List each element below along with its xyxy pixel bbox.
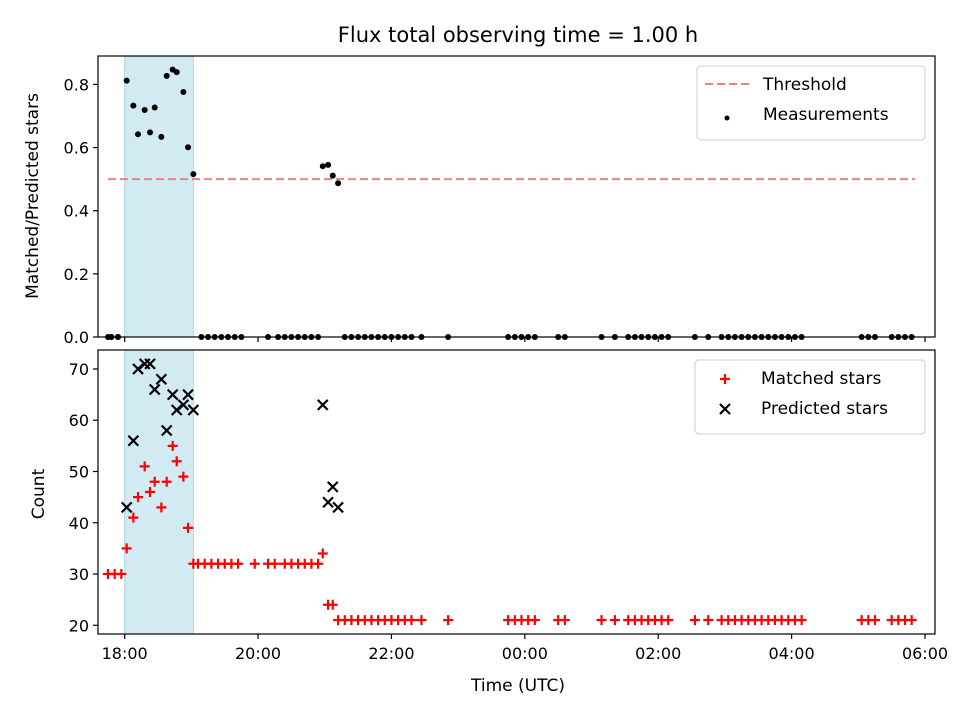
x-tick-label: 22:00: [368, 644, 414, 663]
data-point-predicted: [182, 388, 194, 401]
data-point-predicted: [326, 481, 339, 493]
data-point: [173, 69, 180, 76]
legend-box: [696, 65, 926, 141]
y-tick-label: 0.4: [64, 202, 89, 221]
axes-frame: [97, 349, 936, 635]
data-point-matched: [869, 615, 880, 626]
data-point: [135, 131, 142, 138]
x-tick-label: 20:00: [235, 644, 281, 663]
data-point-matched: [178, 471, 189, 482]
data-point: [180, 88, 187, 95]
data-point: [123, 77, 130, 84]
data-point: [158, 133, 165, 140]
data-point: [141, 106, 148, 113]
data-point-matched: [559, 615, 570, 626]
bottom-panel: 20 30 40 50 60 70 18:00 20:00 22:00 00:00 02:00 04:…: [69, 349, 948, 663]
data-point-matched: [663, 615, 674, 626]
data-point-predicted: [160, 424, 173, 437]
data-point-matched: [416, 615, 427, 626]
data-point-matched: [171, 456, 182, 467]
data-point-matched: [249, 558, 260, 569]
data-point: [335, 180, 342, 187]
legend-label: Threshold: [762, 75, 847, 95]
data-point-matched: [269, 558, 280, 569]
data-point-matched: [906, 615, 917, 626]
chart-title: Flux total observing time = 1.00 h: [338, 23, 698, 47]
x-tick-label: 06:00: [902, 644, 948, 663]
y-tick-label: 30: [69, 565, 89, 584]
data-point-predicted: [177, 399, 190, 411]
shaded-interval: [124, 55, 194, 338]
data-point-matched: [406, 615, 417, 626]
y-tick-label: 60: [69, 411, 89, 430]
data-point-matched: [313, 558, 324, 569]
y-axis-label-bottom: Count: [29, 468, 49, 519]
data-point-matched: [609, 615, 620, 626]
data-point-matched: [317, 548, 328, 559]
y-tick-label: 20: [69, 616, 89, 635]
data-point: [147, 129, 154, 136]
data-point: [329, 172, 336, 179]
top-panel: 0.0 0.2 0.4 0.6 0.8 Threshold Measurements: [64, 55, 936, 347]
data-point-predicted: [127, 434, 140, 447]
data-point: [319, 163, 326, 170]
data-point-matched: [145, 487, 156, 497]
data-point: [130, 102, 137, 109]
data-point-predicted: [316, 399, 329, 411]
data-point-matched: [128, 512, 139, 523]
legend-swatch-matched: [720, 374, 730, 384]
data-point-matched: [796, 615, 807, 626]
x-tick-label: 00:00: [502, 644, 548, 663]
data-point-predicted: [166, 388, 179, 401]
data-point-matched: [139, 461, 150, 472]
data-point-matched: [183, 522, 194, 533]
legend-box: [694, 359, 926, 435]
data-point-matched: [156, 502, 167, 513]
data-point-predicted: [144, 358, 156, 370]
data-point-predicted: [332, 501, 344, 514]
data-point-predicted: [187, 404, 200, 416]
y-tick-label: 0.6: [64, 139, 89, 158]
data-point-matched: [149, 476, 160, 487]
y-tick-label: 40: [69, 514, 89, 533]
legend-swatch-measurements: [724, 115, 730, 121]
data-point-predicted: [322, 496, 334, 509]
data-point-predicted: [155, 373, 168, 385]
y-axis-label-top: Matched/Predicted stars: [23, 93, 43, 299]
y-tick-label: 0.0: [64, 328, 89, 347]
legend-label: Predicted stars: [761, 399, 888, 419]
legend-label: Measurements: [763, 105, 889, 125]
y-tick-label: 70: [69, 360, 89, 379]
legend-label: Matched stars: [761, 369, 881, 389]
y-tick-label: 0.8: [64, 75, 89, 94]
data-point-matched: [116, 569, 127, 580]
legend-swatch-predicted: [719, 403, 731, 415]
x-tick-label: 02:00: [635, 644, 681, 663]
data-point-matched: [327, 599, 338, 610]
x-axis-label: Time (UTC): [470, 676, 565, 696]
data-point: [151, 104, 158, 111]
data-point-matched: [703, 615, 714, 626]
data-point: [325, 161, 332, 168]
data-point-matched: [161, 476, 172, 487]
data-point: [185, 144, 192, 151]
x-tick-label: 04:00: [769, 644, 815, 663]
data-point: [163, 72, 170, 79]
data-point-matched: [133, 492, 144, 503]
x-tick-label: 18:00: [102, 644, 148, 663]
axes-frame: [97, 55, 936, 338]
data-point-matched: [233, 558, 244, 569]
data-point-matched: [167, 440, 178, 451]
data-point-predicted: [120, 501, 133, 514]
data-point-matched: [596, 615, 607, 626]
data-point-matched: [689, 615, 700, 626]
data-point-matched: [529, 615, 540, 626]
data-point-predicted: [148, 383, 161, 396]
data-point: [190, 171, 197, 178]
data-point-matched: [443, 615, 454, 626]
data-point-matched: [121, 543, 132, 554]
y-tick-label: 0.2: [64, 265, 89, 284]
y-tick-label: 50: [69, 462, 89, 481]
